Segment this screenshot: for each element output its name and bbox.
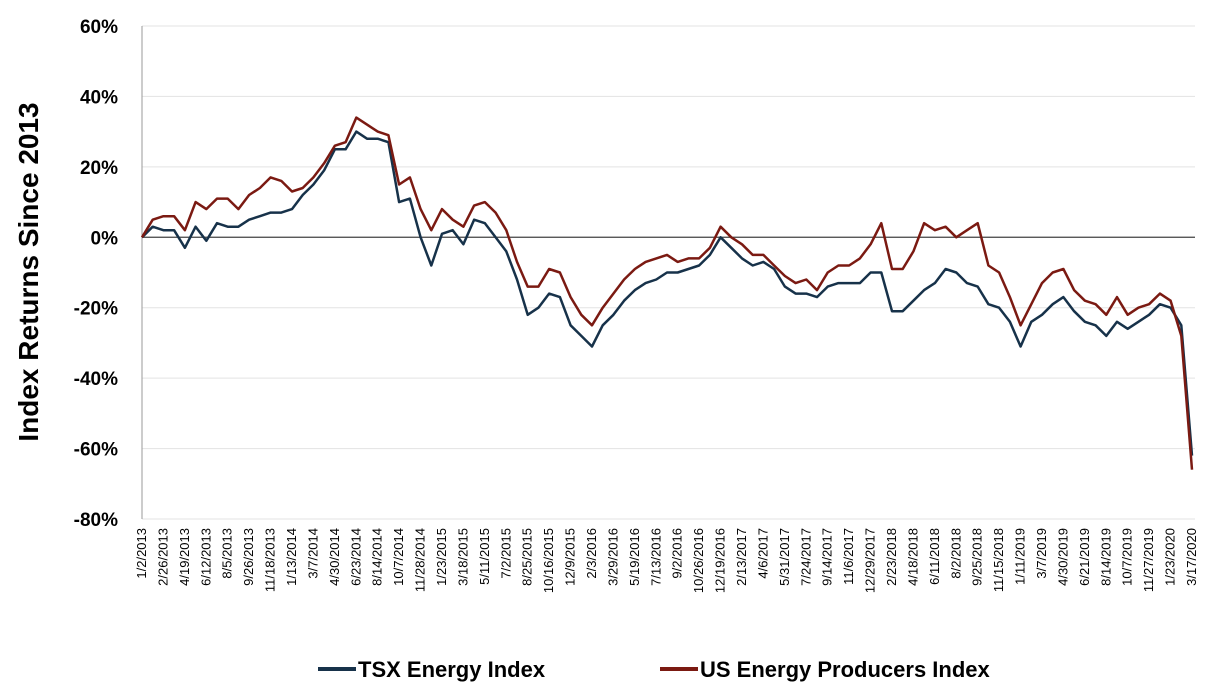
y-tick-label: 60% [80,17,118,38]
x-tick-label: 7/13/2016 [648,528,663,586]
x-tick-label: 10/7/2019 [1120,528,1135,586]
x-tick-label: 11/27/2019 [1141,528,1156,592]
x-tick-label: 12/29/2017 [863,528,878,593]
x-tick-label: 8/2/2018 [948,528,963,579]
y-tick-label: 0% [91,228,119,249]
y-tick-label: 20% [80,158,118,179]
x-tick-label: 7/24/2017 [798,528,813,586]
x-tick-label: 10/16/2015 [541,528,556,593]
x-tick-label: 1/13/2014 [284,528,299,586]
x-tick-label: 9/26/2013 [241,528,256,586]
x-tick-label: 2/13/2017 [734,528,749,586]
x-tick-label: 2/26/2013 [155,528,170,586]
x-tick-label: 11/18/2013 [263,528,278,592]
series-line [141,130,1194,456]
y-tick-label: 40% [80,87,118,108]
x-tick-label: 3/7/2019 [1034,528,1049,579]
x-tick-label: 3/17/2020 [1184,528,1199,586]
x-tick-label: 1/11/2019 [1013,528,1028,585]
legend-label: US Energy Producers Index [700,657,991,682]
x-tick-label: 4/30/2019 [1055,528,1070,586]
x-tick-label: 2/3/2016 [584,528,599,579]
x-tick-label: 7/2/2015 [498,528,513,579]
x-tick-label: 11/6/2017 [841,528,856,585]
x-tick-label: 12/19/2016 [713,528,728,593]
x-tick-label: 5/19/2016 [627,528,642,586]
x-tick-label: 11/28/2014 [413,528,428,592]
x-tick-label: 4/30/2014 [327,528,342,586]
x-tick-label: 10/26/2016 [691,528,706,593]
legend-label: TSX Energy Index [358,657,546,682]
x-tick-label: 6/12/2013 [198,528,213,586]
series-line [140,116,1194,470]
x-tick-label: 1/23/2020 [1163,528,1178,586]
x-tick-label: 6/23/2014 [348,528,363,586]
x-tick-label: 2/23/2018 [884,528,899,586]
x-tick-label: 9/14/2017 [820,528,835,586]
x-tick-label: 5/11/2015 [477,528,492,585]
x-tick-label: 1/23/2015 [434,528,449,586]
x-tick-label: 3/7/2014 [305,528,320,579]
y-tick-label: -40% [74,369,118,390]
x-tick-label: 4/6/2017 [755,528,770,579]
x-tick-label: 8/14/2019 [1098,528,1113,586]
x-tick-label: 4/19/2013 [177,528,192,586]
x-tick-label: 9/2/2016 [670,528,685,579]
y-tick-label: -20% [74,299,118,320]
x-tick-label: 5/31/2017 [777,528,792,586]
y-axis-title: Index Returns Since 2013 [13,102,44,441]
y-tick-label: -60% [74,440,118,461]
x-tick-label: 8/14/2014 [370,528,385,586]
x-tick-label: 12/9/2015 [563,528,578,586]
x-tick-label: 11/15/2018 [991,528,1006,592]
x-tick-label: 1/2/2013 [134,528,149,579]
y-tick-label: -80% [74,510,118,531]
x-tick-label: 8/25/2015 [520,528,535,586]
x-tick-label: 6/11/2018 [927,528,942,585]
x-tick-label: 3/29/2016 [605,528,620,586]
x-tick-label: 4/18/2018 [905,528,920,586]
x-tick-label: 8/5/2013 [220,528,235,579]
x-tick-label: 6/21/2019 [1077,528,1092,586]
x-tick-label: 10/7/2014 [391,528,406,586]
x-tick-label: 3/18/2015 [455,528,470,586]
x-tick-label: 9/25/2018 [970,528,985,586]
